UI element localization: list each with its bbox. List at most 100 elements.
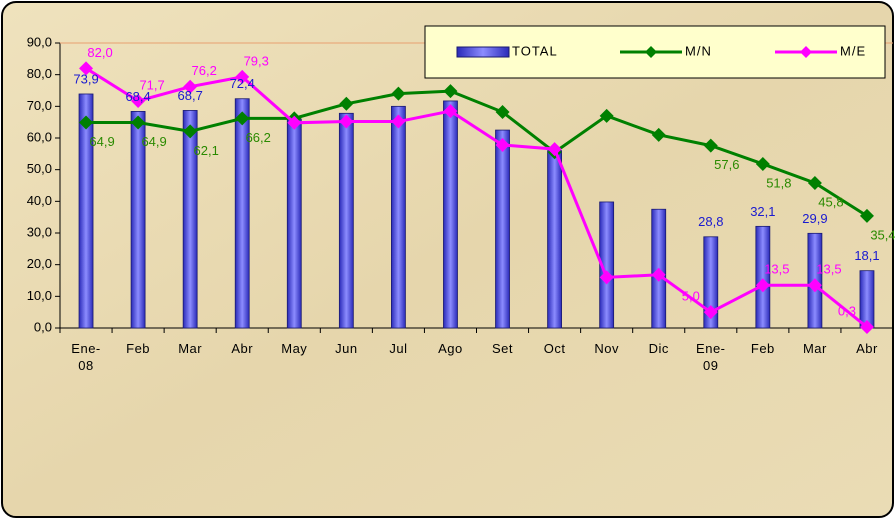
data-label: 64,9	[89, 134, 114, 149]
x-tick-label: Ene-08	[71, 341, 101, 373]
marker	[599, 270, 614, 285]
data-label: 0,3	[838, 303, 856, 318]
data-label: 64,9	[141, 134, 166, 149]
data-label: 62,1	[194, 143, 219, 158]
marker	[807, 175, 822, 190]
marker	[391, 86, 406, 101]
legend-marker	[645, 46, 657, 58]
x-tick-label: Abr	[856, 341, 878, 356]
y-tick-label: 20,0	[27, 256, 52, 271]
data-label: 82,0	[87, 45, 112, 60]
marker	[859, 208, 874, 223]
x-tick-label: Set	[492, 341, 514, 356]
marker	[443, 104, 458, 119]
x-tick-label: Feb	[750, 341, 775, 356]
bar	[859, 270, 875, 329]
line	[85, 67, 868, 329]
y-tick-label: 50,0	[27, 161, 52, 176]
x-tick-label: May	[281, 341, 308, 356]
marker	[547, 142, 562, 157]
data-label: 68,7	[178, 88, 203, 103]
marker	[235, 111, 250, 126]
data-label: 28,8	[698, 214, 723, 229]
legend-swatch	[456, 46, 510, 58]
bar	[755, 225, 771, 329]
bar	[78, 93, 94, 329]
marker	[755, 278, 770, 293]
data-label: 68,4	[125, 89, 150, 104]
x-tick-label: Mar	[802, 341, 827, 356]
y-tick-label: 60,0	[27, 129, 52, 144]
x-tick-label: Oct	[543, 341, 566, 356]
data-label: 66,2	[246, 130, 271, 145]
bar	[338, 112, 354, 329]
marker	[443, 84, 458, 99]
marker	[339, 96, 354, 111]
x-tick-label: Mar	[178, 341, 203, 356]
x-tick-label: Abr	[231, 341, 254, 356]
legend-marker	[800, 46, 812, 58]
marker	[703, 305, 718, 320]
x-tick-label: Nov	[594, 341, 619, 356]
marker	[79, 115, 94, 130]
data-label: 13,5	[764, 262, 789, 277]
x-tick-label: Jul	[389, 341, 408, 356]
legend-label: TOTAL	[512, 43, 558, 58]
x-tick-label: Jun	[335, 341, 358, 356]
y-tick-label: 80,0	[27, 66, 52, 81]
data-label: 72,4	[230, 76, 255, 91]
bar	[443, 100, 458, 329]
marker	[495, 105, 510, 120]
data-label: 32,1	[750, 204, 775, 219]
bar	[703, 236, 719, 329]
data-label: 18,1	[854, 248, 879, 263]
x-tick-label: Ene-09	[696, 341, 726, 373]
marker	[703, 138, 718, 153]
y-tick-label: 10,0	[27, 288, 52, 303]
marker	[495, 137, 510, 152]
marker	[651, 127, 666, 142]
legend-label: M/N	[685, 43, 712, 58]
y-tick-label: 90,0	[27, 34, 52, 49]
y-tick-label: 70,0	[27, 98, 52, 113]
data-label: 79,3	[244, 53, 269, 68]
bar	[391, 105, 406, 329]
marker	[807, 278, 822, 293]
y-tick-label: 0,0	[34, 319, 52, 334]
marker	[183, 79, 198, 94]
x-tick-label: Feb	[126, 341, 151, 356]
data-label: 51,8	[766, 175, 791, 190]
marker	[755, 156, 770, 171]
y-tick-label: 30,0	[27, 224, 52, 239]
marker	[599, 108, 614, 123]
marker	[235, 69, 250, 84]
marker	[391, 114, 406, 129]
data-label: 29,9	[802, 211, 827, 226]
line	[86, 89, 868, 218]
legend-label: M/E	[840, 43, 866, 58]
marker	[859, 320, 874, 335]
bar	[599, 201, 615, 329]
x-tick-label: Ago	[438, 341, 463, 356]
data-label: 45,8	[818, 194, 843, 209]
data-label: 76,2	[192, 63, 217, 78]
bar	[234, 98, 250, 329]
data-label: 71,7	[139, 77, 164, 92]
marker	[287, 115, 302, 130]
data-label: 35,4	[870, 227, 895, 242]
marker	[339, 114, 354, 129]
bar	[182, 110, 198, 329]
y-tick-label: 40,0	[27, 193, 52, 208]
marker	[131, 93, 146, 108]
data-label: 57,6	[714, 157, 739, 172]
bar	[495, 129, 510, 329]
marker	[131, 115, 146, 130]
bar	[547, 150, 562, 329]
marker	[183, 124, 198, 139]
bar	[130, 111, 146, 329]
bar	[286, 118, 302, 329]
x-tick-label: Dic	[648, 341, 669, 356]
data-label: 13,5	[816, 262, 841, 277]
